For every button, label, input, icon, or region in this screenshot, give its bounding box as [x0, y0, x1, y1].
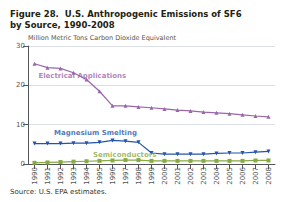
svg-text:1995: 1995	[96, 167, 104, 185]
svg-text:2000: 2000	[161, 167, 169, 185]
svg-text:2001: 2001	[174, 167, 182, 185]
svg-text:2003: 2003	[200, 167, 208, 185]
svg-text:1993: 1993	[70, 167, 78, 185]
svg-text:1991: 1991	[44, 167, 52, 185]
svg-text:1999: 1999	[148, 167, 156, 185]
svg-text:20: 20	[16, 81, 25, 89]
svg-text:1990: 1990	[31, 167, 39, 185]
svg-text:10: 10	[16, 121, 25, 129]
svg-text:1998: 1998	[135, 167, 143, 185]
svg-text:Figure 28. U.S. Anthropogenic: Figure 28. U.S. Anthropogenic Emissions …	[10, 9, 242, 19]
svg-text:1997: 1997	[122, 167, 130, 185]
svg-text:0: 0	[21, 160, 25, 168]
svg-text:1994: 1994	[83, 166, 91, 184]
svg-text:2008: 2008	[265, 167, 273, 185]
svg-text:2004: 2004	[213, 166, 221, 184]
svg-text:2002: 2002	[187, 167, 195, 185]
svg-text:30: 30	[16, 42, 25, 50]
svg-text:Magnesium Smelting: Magnesium Smelting	[54, 129, 137, 137]
svg-text:2005: 2005	[226, 167, 234, 185]
svg-text:1996: 1996	[109, 166, 117, 184]
svg-text:2006: 2006	[239, 166, 247, 184]
svg-text:Million Metric Tons Carbon Dio: Million Metric Tons Carbon Dioxide Equiv…	[28, 34, 177, 42]
svg-text:Semiconductors: Semiconductors	[93, 151, 156, 159]
svg-text:Source: U.S. EPA estimates.: Source: U.S. EPA estimates.	[10, 188, 107, 196]
svg-text:Electrical Applications: Electrical Applications	[38, 72, 126, 80]
svg-text:2007: 2007	[252, 167, 260, 185]
svg-text:1992: 1992	[57, 167, 65, 185]
svg-text:by Source, 1990-2008: by Source, 1990-2008	[10, 20, 115, 30]
